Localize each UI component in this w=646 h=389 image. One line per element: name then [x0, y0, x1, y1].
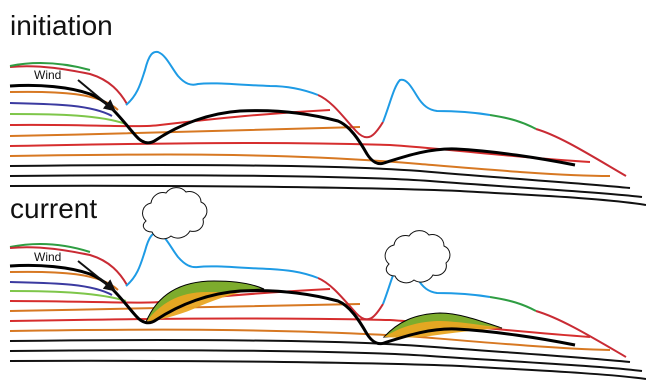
- cloud-icon: [142, 187, 208, 240]
- surface-red-segment: [9, 65, 128, 105]
- surface-red-segment: [535, 310, 627, 358]
- surface-blue-segment: [125, 231, 319, 287]
- surface-green-segment: [489, 114, 537, 130]
- panel-title: initiation: [10, 10, 113, 41]
- strata-line: [9, 349, 643, 372]
- surface-red-segment: [317, 277, 384, 321]
- strata-line: [9, 359, 646, 380]
- surface-green-segment: [9, 243, 91, 253]
- surface-blue-segment: [382, 78, 491, 123]
- strata-line: [9, 339, 631, 363]
- surface-red-segment: [9, 246, 128, 286]
- cloud-icon: [384, 230, 451, 284]
- strata-line: [9, 126, 361, 137]
- surface-red-segment: [317, 94, 384, 139]
- strata-line: [9, 113, 127, 125]
- wind-label: Wind: [34, 250, 61, 264]
- wind-label: Wind: [34, 68, 61, 82]
- surface-green-segment: [489, 296, 537, 312]
- strata-line: [9, 102, 113, 117]
- wind-arrow-icon: [77, 79, 116, 112]
- current-panel: current Wind: [9, 187, 646, 380]
- strata-line: [9, 164, 631, 189]
- strata-line: [9, 184, 646, 206]
- strata-line: [9, 281, 113, 296]
- strata-line: [9, 290, 127, 302]
- strata-line: [9, 109, 331, 128]
- panel-title: current: [10, 193, 97, 224]
- surface-blue-segment: [125, 50, 319, 106]
- wind-arrow-icon: [77, 260, 116, 292]
- surface-green-segment: [9, 62, 91, 71]
- strata-line: [9, 174, 643, 198]
- initiation-panel: initiation Wind: [9, 10, 646, 206]
- strata-line: [9, 328, 611, 351]
- sediment-deposit: [146, 289, 264, 322]
- surface-red-segment: [535, 128, 627, 177]
